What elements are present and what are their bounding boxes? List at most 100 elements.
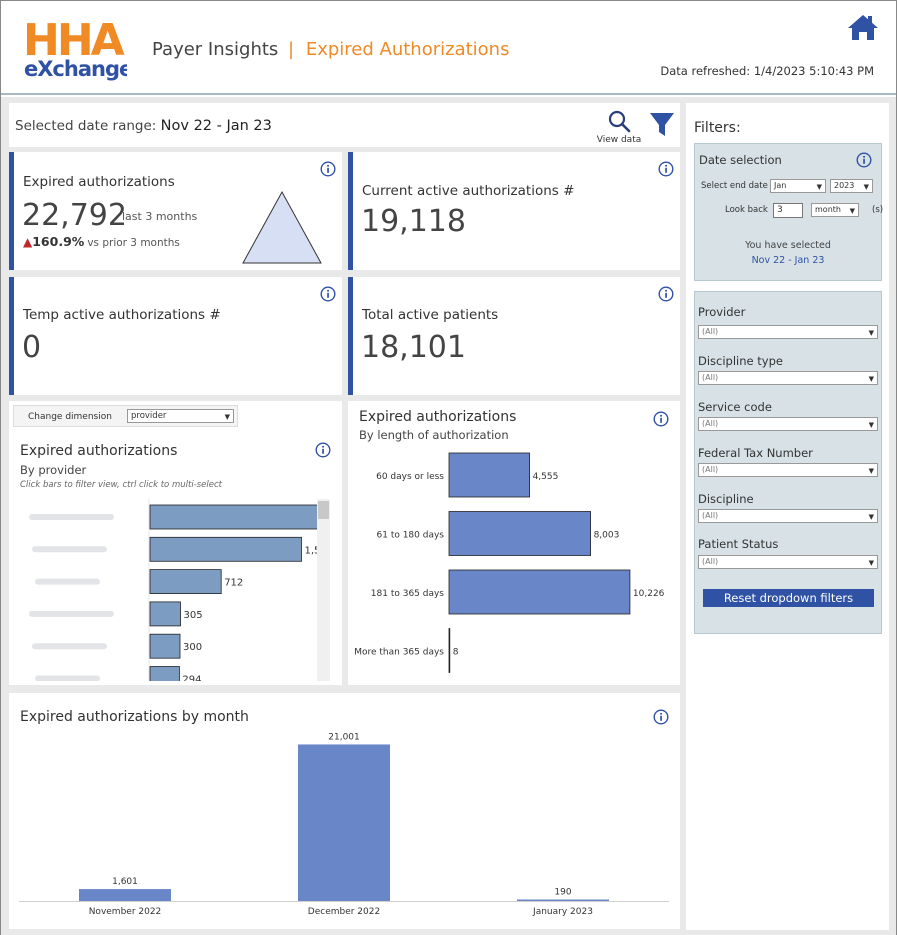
kpi-value: 19,118	[361, 204, 466, 239]
month-bar[interactable]	[298, 744, 390, 901]
end-month-select[interactable]: Jan ▼	[770, 179, 826, 193]
end-year-select[interactable]: 2023 ▼	[830, 179, 873, 193]
provider-filter-select[interactable]: (All) ▼	[698, 325, 878, 339]
length-bar[interactable]	[448, 511, 591, 556]
kpi-expired-authorizations[interactable]: Expired authorizations 22,792 last 3 mon…	[9, 152, 342, 270]
look-back-unit-select[interactable]: month ▼	[811, 203, 859, 217]
home-icon	[848, 15, 878, 40]
provider-bar-value-label: 300	[183, 642, 202, 653]
provider-bar[interactable]	[149, 633, 181, 659]
provider-bar-chart-svg: 2,0961,515712305300294	[29, 499, 330, 682]
provider-name-redacted	[35, 675, 100, 681]
provider-bar-value-label: 305	[184, 610, 203, 621]
month-bar-chart[interactable]: 1,601 November 2022 21,001 December 2022 190…	[9, 729, 680, 929]
length-bar[interactable]	[448, 452, 530, 498]
info-button[interactable]	[856, 152, 872, 168]
patient-status-filter-value: (All)	[702, 557, 719, 566]
month-category-label: December 2022	[308, 907, 380, 917]
provider-bar[interactable]	[149, 569, 222, 594]
patient-status-filter-select[interactable]: (All) ▼	[698, 555, 878, 569]
length-category-label: 181 to 365 days	[371, 589, 445, 599]
info-button[interactable]	[658, 161, 674, 177]
length-category-label: More than 365 days	[354, 648, 444, 658]
chevron-down-icon: ▼	[868, 559, 874, 567]
provider-bar-chart[interactable]: 2,0961,515712305300294	[19, 499, 330, 681]
kpi-current-active-authorizations[interactable]: Current active authorizations # 19,118	[348, 152, 680, 270]
provider-bar[interactable]	[149, 666, 180, 682]
you-have-selected-label: You have selected	[745, 240, 831, 251]
kpi-total-active-patients[interactable]: Total active patients 18,101	[348, 277, 680, 395]
change-dimension-label: Change dimension	[28, 412, 112, 422]
month-bar-value-label: 21,001	[328, 732, 360, 742]
info-button[interactable]	[653, 709, 669, 725]
month-bar-value-label: 190	[554, 888, 571, 898]
filters-panel: Filters: Date selection Select end date …	[686, 103, 889, 930]
look-back-input[interactable]: 3	[773, 203, 803, 218]
kpi-change: ▲160.9% vs prior 3 months	[23, 234, 180, 249]
change-dimension-control: Change dimension provider ▼	[13, 405, 238, 427]
provider-bar[interactable]	[149, 504, 330, 530]
chevron-down-icon: ▼	[816, 183, 822, 191]
trend-triangle-sparkline	[242, 190, 322, 264]
discipline-type-filter-select[interactable]: (All) ▼	[698, 371, 878, 385]
kpi-temp-active-authorizations[interactable]: Temp active authorizations # 0	[9, 277, 342, 395]
selected-range-value: Nov 22 - Jan 23	[751, 255, 825, 266]
length-bar[interactable]	[448, 569, 631, 615]
provider-name-redacted	[29, 610, 114, 617]
month-bar[interactable]	[517, 899, 609, 902]
provider-bar[interactable]	[149, 536, 302, 562]
discipline-filter-select[interactable]: (All) ▼	[698, 509, 878, 523]
kpi-value: 18,101	[361, 330, 466, 365]
info-button[interactable]	[658, 286, 674, 302]
page-title: Payer Insights | Expired Authorizations	[152, 39, 509, 60]
length-chart-title: Expired authorizations	[359, 409, 517, 425]
expired-by-length-panel: Expired authorizations By length of auth…	[348, 401, 680, 685]
date-selection-box: Date selection Select end date Jan ▼ 202…	[694, 143, 884, 281]
info-button[interactable]	[315, 442, 331, 458]
length-bar-chart[interactable]: 60 days or less 4,555 61 to 180 days 8,003 1…	[348, 447, 680, 683]
length-bar[interactable]	[448, 628, 451, 673]
header: HHA eXchange Payer Insights | Expired Au…	[1, 1, 896, 95]
kpi-title: Total active patients	[362, 307, 499, 323]
end-year-value: 2023	[834, 181, 855, 190]
length-bar-value-label: 4,555	[533, 472, 559, 482]
provider-chart-subtitle: By provider	[20, 463, 87, 477]
provider-chart-hint: Click bars to filter view, ctrl click to…	[20, 480, 223, 490]
view-data-button[interactable]: View data	[594, 109, 644, 145]
look-back-unit-value: month	[815, 205, 841, 214]
info-button[interactable]	[320, 286, 336, 302]
chevron-down-icon: ▼	[868, 329, 874, 337]
dimension-select[interactable]: provider ▼	[127, 409, 234, 423]
scrollbar-thumb[interactable]	[318, 501, 329, 519]
provider-name-redacted	[32, 546, 107, 553]
service-code-filter-value: (All)	[702, 419, 719, 428]
look-back-suffix: (s)	[872, 205, 884, 215]
kpi-change-value: 160.9%	[32, 234, 85, 249]
length-bar-value-label: 8,003	[594, 531, 620, 541]
month-bar[interactable]	[79, 889, 171, 901]
home-button[interactable]	[847, 13, 879, 41]
length-category-label: 60 days or less	[376, 472, 444, 482]
provider-chart-scrollbar[interactable]	[317, 499, 330, 681]
provider-name-redacted	[35, 578, 100, 585]
info-button[interactable]	[320, 161, 336, 177]
month-category-label: November 2022	[89, 907, 162, 917]
date-range-text: Selected date range: Nov 22 - Jan 23	[15, 118, 272, 134]
dimension-select-value: provider	[131, 411, 167, 421]
filter-toggle-button[interactable]	[649, 111, 675, 139]
date-range-label: Selected date range:	[15, 118, 157, 134]
expired-by-provider-panel: Change dimension provider ▼ Expired auth…	[9, 401, 342, 685]
provider-chart-title: Expired authorizations	[20, 443, 178, 459]
length-bar-value-label: 8	[453, 648, 459, 658]
provider-bar[interactable]	[149, 601, 181, 627]
info-icon	[320, 161, 336, 177]
kpi-change-suffix: vs prior 3 months	[87, 237, 180, 249]
reset-dropdown-filters-button[interactable]: Reset dropdown filters	[703, 589, 874, 607]
service-code-filter-select[interactable]: (All) ▼	[698, 417, 878, 431]
info-button[interactable]	[653, 411, 669, 427]
provider-bar-value-label: 712	[224, 578, 243, 589]
provider-name-redacted	[29, 514, 114, 520]
federal-tax-number-filter-select[interactable]: (All) ▼	[698, 463, 878, 477]
discipline-type-filter-label: Discipline type	[698, 354, 783, 368]
